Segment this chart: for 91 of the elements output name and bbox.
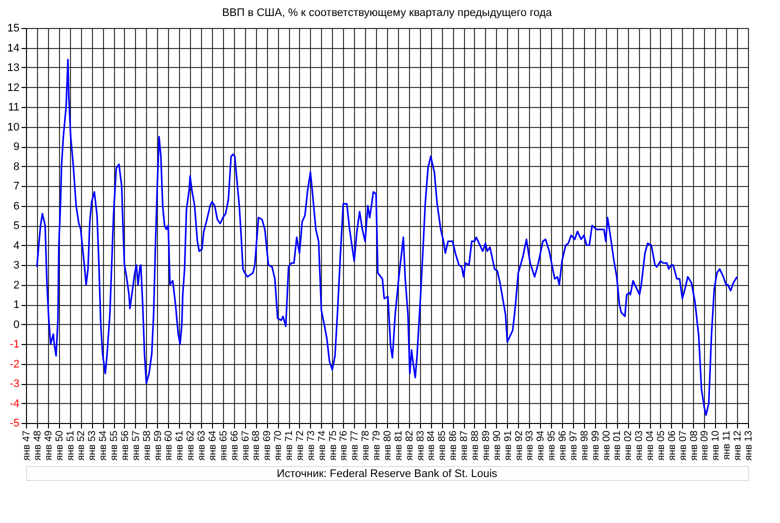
y-tick-label: 1 — [13, 299, 20, 311]
x-tick-label: янв 91 — [502, 430, 514, 461]
x-tick-label: янв 79 — [372, 430, 383, 461]
x-tick-label: янв 12 — [732, 430, 744, 461]
x-tick-label: янв 13 — [744, 430, 754, 461]
x-tick-label: янв 03 — [634, 430, 646, 461]
y-tick-label: 15 — [7, 22, 20, 34]
x-tick-label: янв 59 — [152, 430, 164, 461]
chart-title: ВВП в США, % к соответствующему кварталу предыдущего года — [222, 7, 553, 19]
x-tick-label: янв 83 — [415, 430, 426, 461]
x-tick-label: янв 66 — [229, 430, 240, 461]
y-tick-label: 3 — [13, 260, 20, 272]
x-tick-label: янв 53 — [87, 430, 98, 461]
x-tick-label: янв 77 — [350, 430, 361, 461]
x-tick-label: янв 68 — [251, 430, 262, 461]
y-tick-label: -5 — [10, 418, 20, 430]
x-tick-label: янв 76 — [338, 430, 350, 461]
y-tick-label: 14 — [7, 42, 20, 54]
x-tick-label: янв 86 — [448, 430, 460, 461]
x-tick-label: янв 92 — [514, 430, 525, 461]
y-tick-label: 12 — [7, 82, 20, 94]
x-tick-label: янв 70 — [273, 430, 284, 461]
y-tick-label: 0 — [13, 318, 20, 331]
x-tick-label: янв 90 — [492, 430, 503, 461]
x-tick-label: янв 85 — [437, 430, 448, 461]
x-tick-label: янв 58 — [142, 430, 153, 461]
x-tick-label: янв 72 — [294, 430, 306, 461]
x-tick-label: янв 97 — [568, 430, 580, 461]
x-tick-label: янв 81 — [393, 430, 404, 461]
y-tick-label: 9 — [13, 141, 20, 153]
x-tick-label: янв 71 — [284, 430, 296, 461]
x-tick-label: янв 87 — [459, 430, 470, 461]
x-tick-label: янв 49 — [43, 430, 54, 461]
text: Источник: Federal Reserve Bank of St. Louis — [276, 468, 498, 480]
x-tick-label: янв 67 — [240, 430, 252, 461]
x-tick-label: янв 93 — [524, 430, 536, 461]
x-tick-label: янв 07 — [678, 430, 689, 461]
y-tick-label: 8 — [13, 160, 20, 173]
x-tick-label: янв 00 — [601, 430, 612, 461]
x-tick-label: янв 48 — [32, 430, 44, 461]
y-tick-label: 5 — [13, 220, 20, 232]
y-tick-label: -2 — [10, 358, 20, 370]
x-tick-label: янв 74 — [316, 430, 328, 461]
y-tick-label: 4 — [13, 240, 20, 252]
x-tick-label: янв 84 — [426, 430, 438, 461]
x-tick-label: янв 50 — [54, 430, 66, 461]
x-tick-label: янв 99 — [590, 430, 602, 461]
y-tick-label: 6 — [13, 200, 20, 212]
x-tick-label: янв 88 — [470, 430, 481, 461]
x-tick-label: янв 64 — [207, 430, 218, 461]
x-tick-label: янв 10 — [710, 430, 722, 461]
x-tick-label: янв 63 — [196, 430, 208, 461]
x-tick-label: янв 69 — [262, 430, 274, 461]
y-tick-label: 2 — [13, 279, 20, 292]
x-tick-label: янв 95 — [546, 430, 558, 461]
y-tick-label: 7 — [13, 180, 20, 192]
x-tick-label: янв 62 — [186, 430, 197, 461]
y-tick-label: -4 — [10, 398, 20, 410]
x-tick-label: янв 82 — [404, 430, 416, 461]
x-tick-label: янв 11 — [722, 430, 733, 460]
x-tick-label: янв 96 — [558, 430, 569, 461]
x-tick-label: янв 52 — [76, 430, 88, 461]
line-series — [36, 58, 738, 416]
x-tick-label: янв 54 — [98, 430, 110, 461]
x-tick-label: янв 94 — [536, 430, 547, 461]
x-tick-label: янв 98 — [579, 430, 590, 461]
x-tick-label: янв 61 — [174, 430, 186, 461]
x-tick-label: янв 75 — [328, 430, 339, 461]
y-tick-label: -3 — [10, 378, 20, 390]
y-tick-label: -1 — [10, 338, 20, 350]
y-tick-label: 13 — [7, 62, 20, 74]
x-tick-label: янв 06 — [666, 430, 678, 461]
x-tick-label: янв 47 — [22, 430, 32, 461]
x-tick-label: янв 08 — [688, 430, 700, 461]
x-tick-label: янв 73 — [306, 430, 317, 461]
x-tick-label: янв 09 — [700, 430, 711, 461]
x-tick-label: янв 65 — [218, 430, 230, 461]
x-tick-label: янв 60 — [164, 430, 175, 461]
x-tick-label: янв 89 — [480, 430, 492, 461]
y-tick-label: 10 — [7, 121, 20, 134]
x-tick-label: янв 05 — [656, 430, 667, 461]
x-tick-label: янв 55 — [109, 430, 120, 461]
x-tick-label: янв 02 — [623, 430, 634, 461]
y-tick-label: 11 — [8, 102, 20, 114]
x-tick-label: янв 51 — [65, 430, 76, 461]
x-tick-label: янв 01 — [612, 430, 624, 461]
x-tick-label: янв 80 — [382, 430, 394, 461]
x-tick-label: янв 57 — [130, 430, 142, 461]
x-tick-label: янв 78 — [360, 430, 372, 461]
x-tick-label: янв 04 — [645, 430, 656, 461]
x-tick-label: янв 56 — [120, 430, 131, 461]
